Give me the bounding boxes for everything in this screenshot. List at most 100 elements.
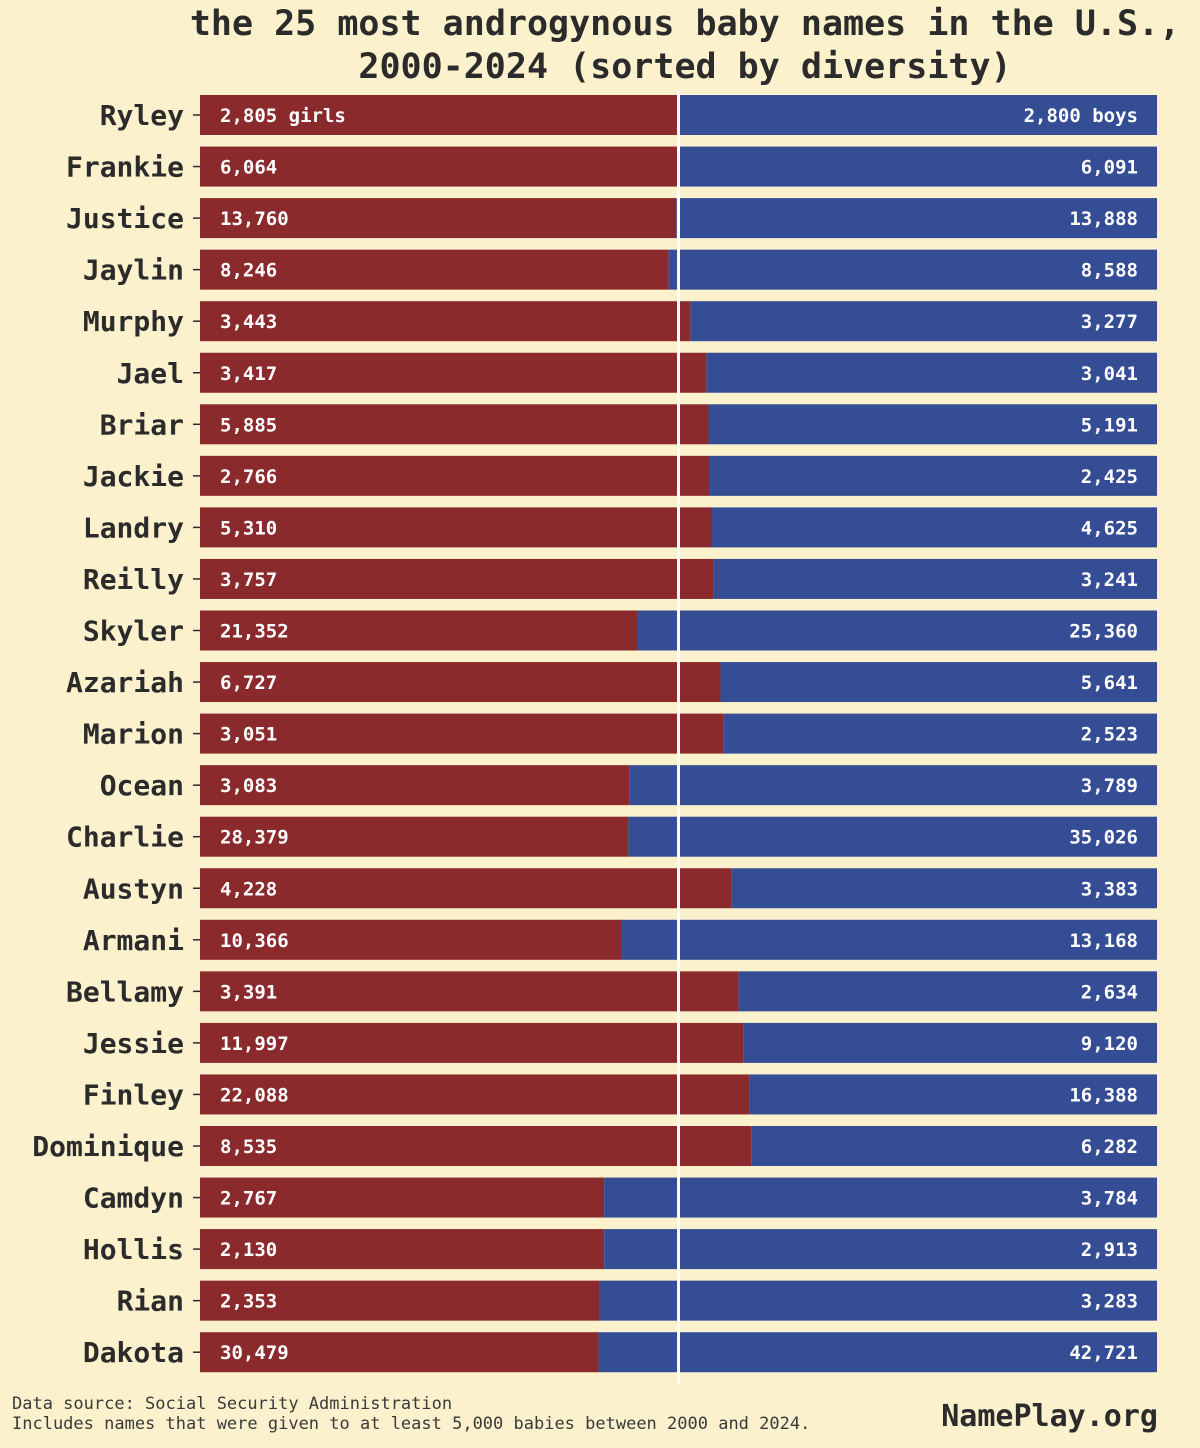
bar-boys-camdyn [604,1177,1157,1218]
girls-count-label: 5,885 [220,414,277,436]
bar-girls-justice [200,198,677,239]
boys-count-label: 3,283 [1081,1291,1138,1313]
y-tick-label: Austyn [83,872,184,905]
y-tick-label: Armani [83,924,184,957]
bar-boys-rian [599,1280,1157,1321]
girls-count-label: 3,757 [220,569,277,591]
bar-boys-armani [621,919,1157,960]
bar-boys-finley [749,1074,1157,1115]
bar-girls-frankie [200,146,678,187]
y-tick-label: Azariah [66,666,184,699]
bar-boys-dakota [598,1332,1157,1373]
boys-count-label: 2,800 boys [1024,105,1138,127]
bar-boys-skyler [637,610,1157,651]
bar-girls-ryley [200,95,679,135]
bar-boys-azariah [720,662,1157,703]
girls-count-label: 8,535 [220,1136,277,1158]
girls-count-label: 2,353 [220,1291,277,1313]
y-tick-label: Dakota [83,1336,184,1369]
bar-girls-finley [200,1074,750,1115]
boys-count-label: 2,634 [1081,981,1138,1003]
y-tick-label: Camdyn [83,1182,184,1215]
y-tick-label: Charlie [66,821,184,854]
y-tick-label: Dominique [32,1130,184,1163]
bar-boys-jael [706,352,1157,393]
bar-girls-landry [200,507,712,548]
girls-count-label: 6,727 [220,672,277,694]
girls-count-label: 22,088 [220,1084,289,1106]
girls-count-label: 11,997 [220,1033,289,1055]
girls-count-label: 2,766 [220,466,277,488]
girls-count-label: 13,760 [220,208,289,230]
boys-count-label: 2,913 [1081,1239,1138,1261]
bar-girls-jaylin [200,249,669,290]
y-tick-label: Jessie [83,1027,184,1060]
y-tick-label: Hollis [83,1233,184,1266]
girls-count-label: 3,051 [220,724,277,746]
bar-boys-hollis [604,1229,1157,1270]
y-tick-label: Jaylin [83,254,184,287]
bar-girls-marion [200,713,724,754]
bar-boys-jackie [709,455,1157,496]
bar-boys-murphy [690,301,1157,342]
boys-count-label: 13,168 [1069,930,1138,952]
site-brand: NamePlay.org [941,1399,1158,1434]
y-tick-label: Murphy [83,305,184,338]
boys-count-label: 8,588 [1081,260,1138,282]
boys-count-label: 5,191 [1081,414,1138,436]
boys-count-label: 3,277 [1081,311,1138,333]
girls-count-label: 30,479 [220,1342,289,1364]
bar-girls-jael [200,352,707,393]
inclusion-criteria-note: Includes names that were given to at lea… [12,1414,811,1434]
bar-girls-charlie [200,816,629,857]
chart-title-line-1: the 25 most androgynous baby names in th… [189,4,1181,44]
bar-boys-marion [723,713,1157,754]
y-tick-label: Ryley [100,99,184,132]
girls-count-label: 3,443 [220,311,277,333]
bar-girls-jackie [200,455,710,496]
bar-girls-reilly [200,558,714,599]
boys-count-label: 13,888 [1069,208,1138,230]
boys-count-label: 5,641 [1081,672,1138,694]
boys-count-label: 2,523 [1081,724,1138,746]
girls-count-label: 8,246 [220,260,277,282]
boys-count-label: 3,041 [1081,363,1138,385]
y-tick-label: Briar [100,408,184,441]
bar-girls-camdyn [200,1177,605,1218]
girls-count-label: 10,366 [220,930,289,952]
boys-count-label: 25,360 [1069,621,1138,643]
girls-count-label: 2,130 [220,1239,277,1261]
boys-count-label: 42,721 [1069,1342,1138,1364]
girls-count-label: 28,379 [220,827,289,849]
bar-boys-austyn [731,868,1157,909]
girls-count-label: 3,417 [220,363,277,385]
boys-count-label: 3,789 [1081,775,1138,797]
bar-boys-ryley [678,95,1157,135]
bar-girls-hollis [200,1229,605,1270]
bar-boys-ocean [629,765,1157,806]
bar-girls-briar [200,404,709,445]
bar-boys-jaylin [668,249,1157,290]
boys-count-label: 16,388 [1069,1084,1138,1106]
y-tick-label: Frankie [66,151,184,184]
girls-count-label: 6,064 [220,157,277,179]
bar-girls-dakota [200,1332,599,1373]
y-tick-label: Marion [83,718,184,751]
bar-boys-justice [676,198,1157,239]
y-tick-label: Reilly [83,563,184,596]
girls-count-label: 4,228 [220,878,277,900]
bar-girls-rian [200,1280,600,1321]
bar-girls-murphy [200,301,691,342]
girls-count-label: 3,083 [220,775,277,797]
data-source-note: Data source: Social Security Administrat… [12,1394,453,1414]
chart-title-line-2: 2000-2024 (sorted by diversity) [358,47,1012,87]
bar-girls-austyn [200,868,732,909]
girls-count-label: 3,391 [220,981,277,1003]
y-tick-label: Jael [117,357,184,390]
boys-count-label: 6,091 [1081,157,1138,179]
y-tick-label: Jackie [83,460,184,493]
y-tick-label: Finley [83,1078,184,1111]
bar-girls-armani [200,919,622,960]
boys-count-label: 4,625 [1081,517,1138,539]
